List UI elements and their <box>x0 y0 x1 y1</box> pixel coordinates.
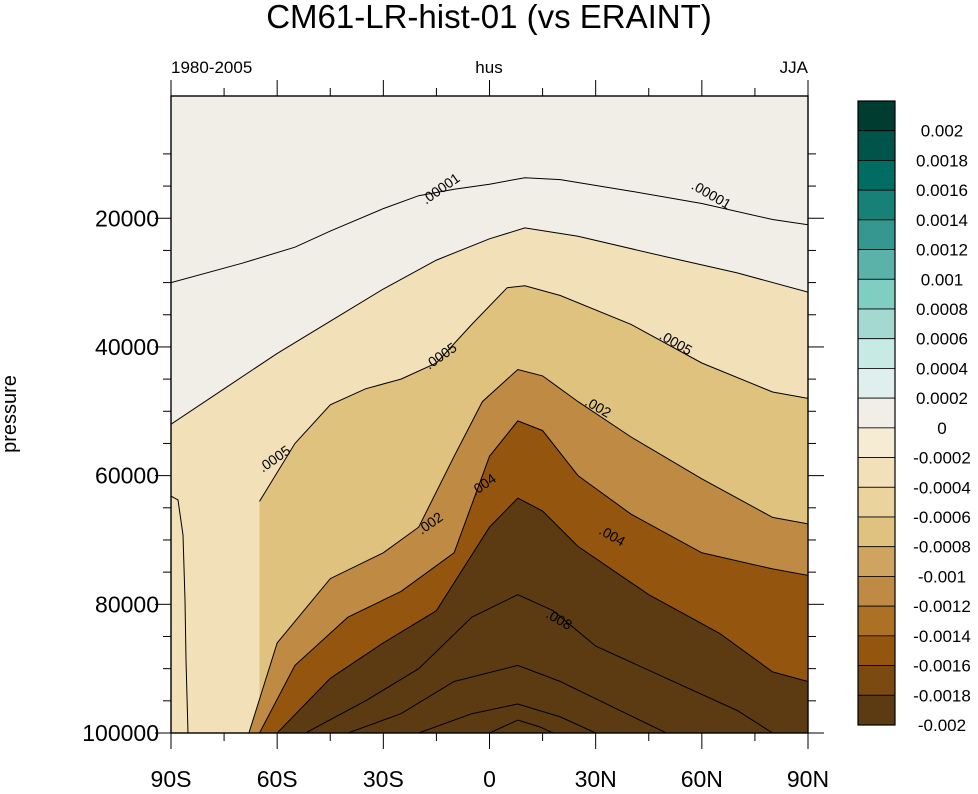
colorbar <box>857 100 896 726</box>
right-string: JJA <box>780 58 809 77</box>
colorbar-box <box>857 160 896 191</box>
colorbar-box <box>857 457 896 488</box>
contour-lines <box>171 177 808 733</box>
colorbar-label: 0.0008 <box>916 300 968 319</box>
colorbar-box <box>857 694 896 726</box>
chart-title: CM61-LR-hist-01 (vs ERAINT) <box>266 0 712 35</box>
colorbar-box <box>857 100 896 132</box>
x-tick-label: 30N <box>575 766 617 792</box>
colorbar-label: -0.0002 <box>913 449 971 468</box>
colorbar-label: -0.001 <box>918 567 966 586</box>
contour-line <box>171 177 808 284</box>
colorbar-label: -0.0008 <box>913 538 971 557</box>
colorbar-box <box>857 546 896 577</box>
contour-line <box>259 420 808 733</box>
colorbar-box <box>857 576 896 607</box>
colorbar-label: 0.0002 <box>916 389 968 408</box>
contour-line <box>276 497 808 733</box>
contour-fill-band <box>489 720 554 733</box>
y-tick-label: 60000 <box>95 463 159 489</box>
x-tick-label: 30S <box>363 766 404 792</box>
colorbar-box <box>857 665 896 696</box>
colorbar-label: 0.002 <box>921 122 964 141</box>
colorbar-label: -0.0014 <box>913 627 971 646</box>
colorbar-box <box>857 278 896 310</box>
colorbar-box <box>857 130 896 161</box>
colorbar-box <box>857 516 896 548</box>
contour-line <box>305 594 773 733</box>
y-axis-label: pressure <box>0 375 21 453</box>
colorbar-box <box>857 338 896 369</box>
contour-line <box>248 368 808 733</box>
colorbar-label: 0 <box>937 419 946 438</box>
colorbar-label: -0.0004 <box>913 478 971 497</box>
filled-contours <box>171 227 808 733</box>
y-tick-label: 80000 <box>95 591 159 617</box>
colorbar-box <box>857 427 896 458</box>
contour-line <box>418 703 596 733</box>
colorbar-label: 0.0014 <box>916 211 968 230</box>
contour-line <box>489 719 554 733</box>
y-tick-labels: 20000 40000 60000 80000 100000 <box>82 205 159 746</box>
colorbar-box <box>857 219 896 250</box>
colorbar-box <box>857 635 896 666</box>
contour-fill-band <box>305 594 773 733</box>
colorbar-box <box>857 308 896 340</box>
colorbar-label: -0.0006 <box>913 508 971 527</box>
contour-fill-band <box>418 704 596 733</box>
colorbar-box <box>857 605 896 637</box>
center-string: hus <box>475 58 502 77</box>
x-tick-labels: 90S 60S 30S 0 30N 60N 90N <box>151 766 830 792</box>
colorbar-box <box>857 368 896 399</box>
y-tick-label: 40000 <box>95 334 159 360</box>
contour-line <box>259 285 808 502</box>
left-string: 1980-2005 <box>171 58 252 77</box>
colorbar-label: 0.0006 <box>916 330 968 349</box>
axis-ticks <box>155 80 824 749</box>
contour-line <box>171 227 808 425</box>
plot-area <box>171 96 808 733</box>
y-tick-label: 100000 <box>82 720 159 746</box>
x-tick-label: 90N <box>787 766 829 792</box>
colorbar-label: -0.002 <box>918 716 966 735</box>
contour-fill-band <box>347 665 667 733</box>
colorbar-box <box>857 486 896 518</box>
colorbar-frame <box>857 100 896 726</box>
colorbar-label: 0.001 <box>921 270 964 289</box>
x-tick-label: 0 <box>483 766 496 792</box>
x-tick-label: 90S <box>151 766 192 792</box>
colorbar-labels: 0.002 0.0018 0.0016 0.0014 0.0012 0.001 0.0008… <box>913 122 971 735</box>
contour-line <box>171 495 189 733</box>
colorbar-label: 0.0004 <box>916 359 968 378</box>
colorbar-box <box>857 189 896 221</box>
colorbar-box <box>857 249 896 280</box>
colorbar-label: -0.0012 <box>913 597 971 616</box>
x-tick-label: 60S <box>257 766 298 792</box>
y-tick-label: 20000 <box>95 205 159 231</box>
contour-line <box>347 664 667 733</box>
colorbar-label: -0.0018 <box>913 686 971 705</box>
x-tick-label: 60N <box>681 766 723 792</box>
colorbar-label: 0.0012 <box>916 241 968 260</box>
colorbar-label: 0.0016 <box>916 181 968 200</box>
colorbar-label: 0.0018 <box>916 151 968 170</box>
colorbar-box <box>857 397 896 429</box>
colorbar-label: -0.0016 <box>913 657 971 676</box>
